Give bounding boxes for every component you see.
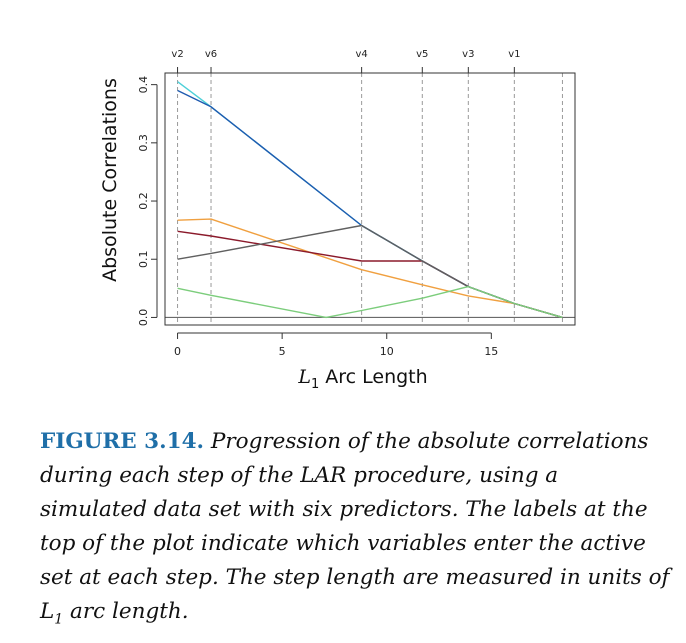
y-tick-label-1: 0.1 <box>137 250 150 268</box>
series-line-5 <box>177 285 563 319</box>
x-tick-label-0: 0 <box>174 345 181 358</box>
x-tick-label-2: 10 <box>380 345 394 358</box>
caption-label: FIGURE 3.14. <box>40 429 205 454</box>
series-line-2 <box>177 218 563 319</box>
figure-caption: FIGURE 3.14. Progression of the absolute… <box>40 425 670 636</box>
y-tick-label-3: 0.3 <box>137 134 150 152</box>
top-label-v2: v2 <box>171 49 183 60</box>
caption-text-end: arc length. <box>63 599 189 624</box>
x-axis-label-math: L <box>297 366 311 388</box>
y-tick-label-0: 0.0 <box>137 309 150 327</box>
caption-text-main: Progression of the absolute correlations… <box>40 429 670 590</box>
top-label-v6: v6 <box>205 49 217 60</box>
caption-text: Progression of the absolute correlations… <box>40 429 670 628</box>
x-axis-label: L1 Arc Length <box>297 366 427 392</box>
plot-frame <box>164 72 576 326</box>
y-tick-label-4: 0.4 <box>137 76 150 94</box>
top-label-v5: v5 <box>416 49 428 60</box>
top-label-v4: v4 <box>355 49 367 60</box>
x-tick-label-3: 15 <box>484 345 498 358</box>
y-axis-label: Absolute Correlations <box>99 78 121 282</box>
x-tick-label-1: 5 <box>279 345 286 358</box>
top-label-v1: v1 <box>508 49 520 60</box>
caption-math-subscript: 1 <box>54 611 64 628</box>
series-line-1 <box>177 89 563 319</box>
x-axis-label-subscript: 1 <box>311 377 319 392</box>
caption-math: L <box>40 599 55 624</box>
series-line-0 <box>177 81 563 319</box>
lar-correlation-chart: 0 5 10 15 0.0 0.1 0.2 0.3 0.4 v2 v6 v4 v5 v3 v1 Absolu… <box>99 49 576 392</box>
series-line-3 <box>177 230 563 319</box>
top-label-v3: v3 <box>462 49 474 60</box>
x-axis-label-text: Arc Length <box>319 366 427 388</box>
y-tick-label-2: 0.2 <box>137 192 150 210</box>
